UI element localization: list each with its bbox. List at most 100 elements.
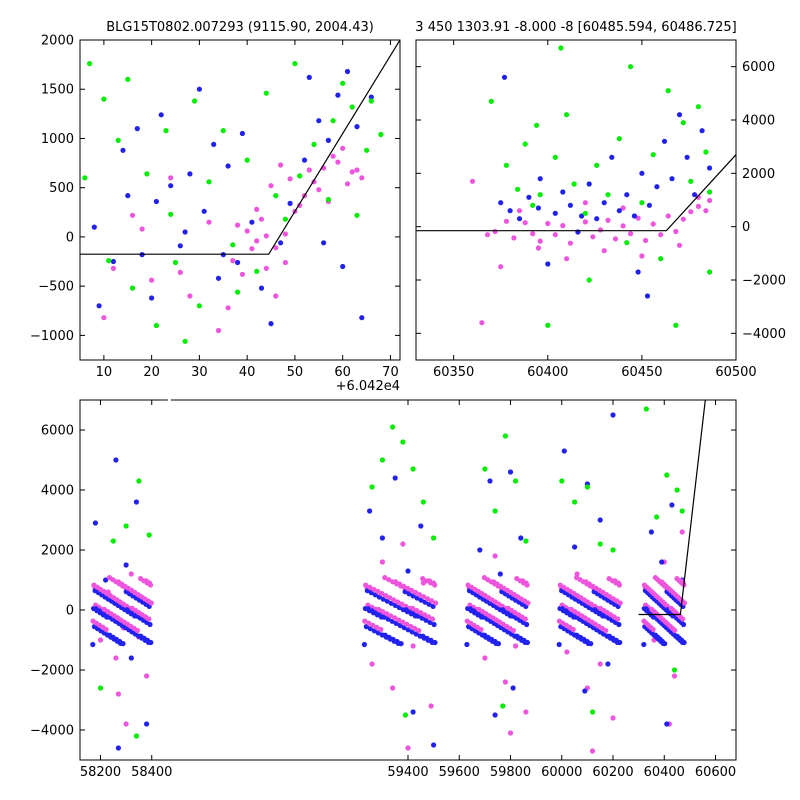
y-tick-label: 6000 xyxy=(41,424,74,439)
data-point xyxy=(400,439,406,445)
data-point xyxy=(97,685,104,691)
data-point xyxy=(513,643,519,649)
data-point xyxy=(503,218,509,224)
data-point xyxy=(639,200,645,206)
x-tick-label: 60450 xyxy=(621,365,662,380)
data-point xyxy=(400,619,406,625)
data-point xyxy=(110,265,116,271)
data-point xyxy=(321,240,327,246)
data-point xyxy=(464,618,470,624)
data-point xyxy=(620,205,626,211)
data-point xyxy=(582,210,589,216)
data-point xyxy=(168,183,174,189)
data-point xyxy=(559,478,565,484)
data-point xyxy=(664,472,670,478)
data-point xyxy=(558,45,564,51)
data-point xyxy=(106,575,113,581)
data-point xyxy=(684,154,690,160)
top-left-plot: 10 20 30 40 50 60 70 −1000 −500 0 500 1000 1500 2000 B… xyxy=(30,20,401,394)
data-point xyxy=(263,90,269,96)
data-point xyxy=(464,641,470,648)
data-point xyxy=(393,579,399,585)
data-point xyxy=(403,607,409,613)
data-point xyxy=(503,162,509,168)
data-point xyxy=(428,637,434,644)
y-tick-label: −4000 xyxy=(30,724,74,739)
data-point xyxy=(268,183,274,189)
data-point xyxy=(354,167,360,173)
data-point xyxy=(628,64,634,70)
y-tick-label: 2000 xyxy=(41,34,74,49)
data-point xyxy=(514,633,520,639)
data-point xyxy=(582,219,589,225)
data-point xyxy=(707,269,713,275)
data-point xyxy=(292,61,298,67)
x-tick-label: 59600 xyxy=(439,765,480,780)
data-point xyxy=(230,258,236,264)
data-point xyxy=(572,499,578,505)
data-point xyxy=(620,223,626,229)
x-tick-label: 30 xyxy=(191,365,208,380)
data-point xyxy=(420,633,426,639)
data-point xyxy=(605,217,611,223)
y-tick-label: 6000 xyxy=(742,60,775,75)
data-point xyxy=(533,122,540,128)
model-line xyxy=(416,154,736,232)
data-point xyxy=(390,424,396,430)
data-point xyxy=(382,632,388,638)
data-point xyxy=(492,712,498,718)
data-point xyxy=(526,194,532,200)
data-point xyxy=(133,733,139,739)
data-point xyxy=(589,748,596,754)
data-point xyxy=(362,618,368,624)
data-point xyxy=(482,466,488,472)
data-point xyxy=(361,641,367,648)
data-point xyxy=(405,568,411,574)
data-point xyxy=(612,578,618,584)
data-point xyxy=(545,322,551,328)
data-point xyxy=(561,448,567,454)
axes-frame xyxy=(79,39,401,361)
data-point xyxy=(177,269,183,275)
data-point xyxy=(330,118,336,124)
data-point xyxy=(643,237,649,244)
data-point xyxy=(395,599,401,605)
data-point xyxy=(340,263,346,270)
data-point xyxy=(91,224,97,230)
data-point xyxy=(196,303,202,309)
data-point xyxy=(552,210,558,216)
data-point xyxy=(574,575,580,581)
data-point xyxy=(413,589,419,596)
data-point xyxy=(177,243,183,249)
data-point xyxy=(522,220,528,226)
data-point xyxy=(382,575,388,581)
data-point xyxy=(643,406,649,412)
data-point xyxy=(93,606,99,612)
data-point xyxy=(273,193,279,199)
data-point xyxy=(665,88,671,94)
data-point xyxy=(516,208,523,214)
data-point xyxy=(201,208,207,214)
data-point xyxy=(523,538,529,544)
data-point xyxy=(488,98,494,104)
data-point xyxy=(641,582,648,588)
data-point xyxy=(196,86,202,92)
data-point xyxy=(523,709,529,715)
data-point xyxy=(239,271,245,277)
data-point xyxy=(537,176,543,182)
data-point xyxy=(123,562,129,568)
x-tick-label: 60200 xyxy=(592,765,633,780)
data-point xyxy=(287,176,293,182)
data-point xyxy=(149,277,155,283)
x-tick-label: 10 xyxy=(96,365,113,380)
data-point xyxy=(192,98,198,104)
data-point xyxy=(401,583,407,589)
data-point xyxy=(402,712,408,718)
data-point xyxy=(340,80,346,86)
axes-frame xyxy=(79,399,737,761)
data-point xyxy=(673,228,679,235)
data-point xyxy=(106,258,112,264)
data-point xyxy=(187,293,193,299)
data-point xyxy=(268,321,274,327)
data-point xyxy=(424,635,430,641)
